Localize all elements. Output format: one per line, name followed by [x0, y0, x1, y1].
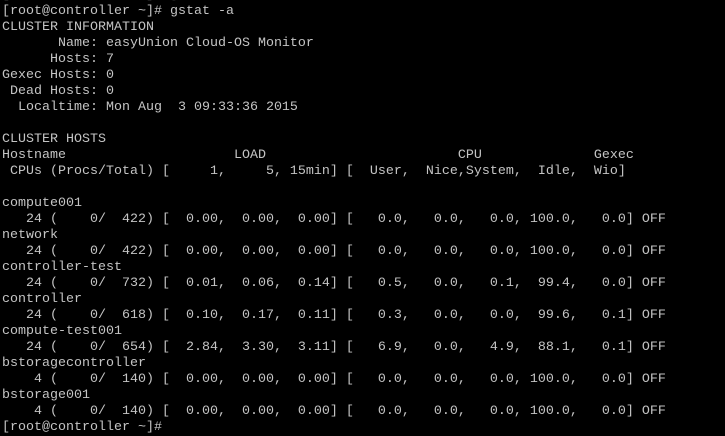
info-gexec-hosts: Gexec Hosts: 0 — [2, 68, 114, 83]
trailing-prompt: [root@controller ~]# — [2, 420, 162, 435]
cluster-hosts-title: CLUSTER HOSTS — [2, 132, 106, 147]
host-name-compute-test001: compute-test001 — [2, 324, 122, 339]
terminal-output: [root@controller ~]# gstat -a[root@contr… — [2, 0, 666, 436]
info-name: Name: easyUnion Cloud-OS Monitor — [2, 36, 314, 51]
command-line: [root@controller ~]# gstat -a — [2, 4, 234, 19]
host-name-controller-test: controller-test — [2, 260, 122, 275]
hosts-table-subheader: CPUs (Procs/Total) [ 1, 5, 15min] [ User… — [2, 164, 626, 179]
blank-line — [2, 180, 666, 196]
host-name-bstorage001: bstorage001 — [2, 388, 90, 403]
hosts-table-header: Hostname LOAD CPU Gexec — [2, 148, 634, 163]
blank-line — [2, 116, 666, 132]
host-name-controller: controller — [2, 292, 82, 307]
scrollback-fragment: [root@controller ~]# gstat -a — [2, 0, 666, 4]
info-localtime: Localtime: Mon Aug 3 09:33:36 2015 — [2, 100, 298, 115]
host-stats-compute001: 24 ( 0/ 422) [ 0.00, 0.00, 0.00] [ 0.0, … — [2, 212, 666, 227]
host-name-bstoragecontroller: bstoragecontroller — [2, 356, 146, 371]
host-stats-bstorage001: 4 ( 0/ 140) [ 0.00, 0.00, 0.00] [ 0.0, 0… — [2, 404, 666, 419]
info-dead-hosts: Dead Hosts: 0 — [2, 84, 114, 99]
host-name-compute001: compute001 — [2, 196, 82, 211]
host-stats-controller: 24 ( 0/ 618) [ 0.10, 0.17, 0.11] [ 0.3, … — [2, 308, 666, 323]
cluster-information-title: CLUSTER INFORMATION — [2, 20, 154, 35]
info-hosts: Hosts: 7 — [2, 52, 114, 67]
host-stats-compute-test001: 24 ( 0/ 654) [ 2.84, 3.30, 3.11] [ 6.9, … — [2, 340, 666, 355]
host-stats-bstoragecontroller: 4 ( 0/ 140) [ 0.00, 0.00, 0.00] [ 0.0, 0… — [2, 372, 666, 387]
host-stats-controller-test: 24 ( 0/ 732) [ 0.01, 0.06, 0.14] [ 0.5, … — [2, 276, 666, 291]
host-name-network: network — [2, 228, 58, 243]
host-stats-network: 24 ( 0/ 422) [ 0.00, 0.00, 0.00] [ 0.0, … — [2, 244, 666, 259]
